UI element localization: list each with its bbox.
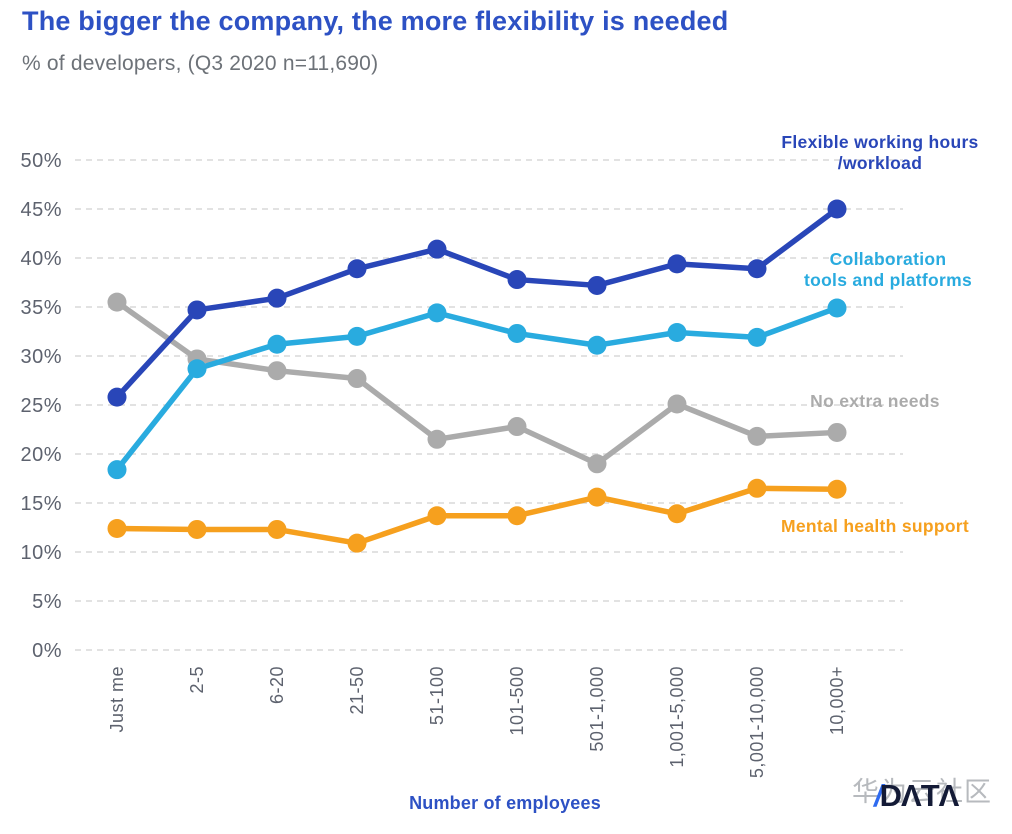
y-tick-label-10: 10% — [20, 542, 62, 564]
series-label-line: Collaboration — [829, 249, 947, 269]
data-point-flexible-working-hours-workload-51-100 — [427, 239, 447, 259]
series-label-line: /workload — [837, 153, 923, 173]
series-label-flexible-working-hours: Flexible working hours /workload — [765, 132, 995, 174]
y-tick-label-50: 50% — [20, 150, 62, 172]
x-tick-label-10-000: 10,000+ — [827, 666, 847, 735]
x-tick-label-501-1-000: 501-1,000 — [587, 666, 607, 752]
x-tick-label-1-001-5-000: 1,001-5,000 — [667, 666, 687, 768]
x-axis-title: Number of employees — [409, 793, 601, 813]
data-point-collaboration-tools-and-platforms-101-500 — [507, 323, 527, 343]
slashdata-logo: /DΛTΛ — [874, 778, 960, 814]
data-point-collaboration-tools-and-platforms-501-1-000 — [587, 335, 607, 355]
x-tick-label-5-001-10-000: 5,001-10,000 — [747, 666, 767, 778]
series-label-collaboration-tools: Collaboration tools and platforms — [773, 249, 1003, 291]
data-point-mental-health-support-6-20 — [267, 519, 287, 539]
y-tick-label-35: 35% — [20, 297, 62, 319]
data-point-collaboration-tools-and-platforms-5-001-10-000 — [747, 327, 767, 347]
data-point-collaboration-tools-and-platforms-6-20 — [267, 334, 287, 354]
data-point-collaboration-tools-and-platforms-51-100 — [427, 303, 447, 323]
series-label-mental-health-support: Mental health support — [745, 516, 1005, 537]
x-tick-label-2-5: 2-5 — [187, 666, 207, 694]
logo-wordmark: DΛTΛ — [879, 778, 960, 813]
data-point-flexible-working-hours-workload-5-001-10-000 — [747, 259, 767, 279]
data-point-no-extra-needs-1-001-5-000 — [667, 394, 687, 414]
data-point-mental-health-support-501-1-000 — [587, 487, 607, 507]
data-point-no-extra-needs-6-20 — [267, 361, 287, 381]
data-point-no-extra-needs-21-50 — [347, 369, 367, 389]
series-label-line: No extra needs — [810, 391, 940, 411]
data-point-flexible-working-hours-workload-1-001-5-000 — [667, 254, 687, 274]
data-point-no-extra-needs-5-001-10-000 — [747, 426, 767, 446]
data-point-no-extra-needs-10-000 — [827, 422, 847, 442]
data-point-flexible-working-hours-workload-2-5 — [187, 300, 207, 320]
series-line-mental-health-support — [114, 485, 840, 546]
y-tick-label-25: 25% — [20, 395, 62, 417]
y-tick-label-40: 40% — [20, 248, 62, 270]
data-point-no-extra-needs-just-me — [107, 292, 127, 312]
series-label-line: Flexible working hours — [781, 132, 979, 152]
data-point-mental-health-support-5-001-10-000 — [747, 478, 767, 498]
logo-slash-icon: / — [874, 778, 883, 813]
data-point-flexible-working-hours-workload-501-1-000 — [587, 275, 607, 295]
page-subtitle: % of developers, (Q3 2020 n=11,690) — [22, 52, 379, 75]
data-point-collaboration-tools-and-platforms-21-50 — [347, 326, 367, 346]
data-point-no-extra-needs-51-100 — [427, 429, 447, 449]
data-point-collaboration-tools-and-platforms-1-001-5-000 — [667, 322, 687, 342]
data-point-mental-health-support-2-5 — [187, 519, 207, 539]
y-tick-label-5: 5% — [32, 591, 62, 613]
data-point-flexible-working-hours-workload-101-500 — [507, 270, 527, 290]
watermark-text: 华为云社区 — [852, 777, 992, 807]
series-line-flexible-working-hours-workload — [114, 206, 840, 400]
data-point-mental-health-support-51-100 — [427, 506, 447, 526]
data-point-flexible-working-hours-workload-just-me — [107, 387, 127, 407]
y-tick-label-20: 20% — [20, 444, 62, 466]
data-point-flexible-working-hours-workload-6-20 — [267, 288, 287, 308]
data-point-no-extra-needs-101-500 — [507, 417, 527, 437]
x-tick-label-21-50: 21-50 — [347, 666, 367, 715]
data-point-mental-health-support-21-50 — [347, 533, 367, 553]
series-line-no-extra-needs — [114, 299, 840, 467]
series-line-collaboration-tools-and-platforms — [114, 305, 840, 473]
data-point-collaboration-tools-and-platforms-just-me — [107, 460, 127, 480]
page-title: The bigger the company, the more flexibi… — [22, 6, 729, 36]
data-point-mental-health-support-1-001-5-000 — [667, 504, 687, 524]
data-point-mental-health-support-just-me — [107, 518, 127, 538]
data-point-flexible-working-hours-workload-10-000 — [827, 199, 847, 219]
y-tick-label-30: 30% — [20, 346, 62, 368]
y-tick-label-0: 0% — [32, 640, 62, 662]
series-label-line: Mental health support — [780, 516, 970, 536]
y-tick-label-15: 15% — [20, 493, 62, 515]
data-point-mental-health-support-10-000 — [827, 479, 847, 499]
data-point-no-extra-needs-501-1-000 — [587, 454, 607, 474]
x-tick-label-51-100: 51-100 — [427, 666, 447, 725]
series-label-line: tools and platforms — [803, 270, 973, 290]
data-point-flexible-working-hours-workload-21-50 — [347, 259, 367, 279]
data-point-collaboration-tools-and-platforms-10-000 — [827, 298, 847, 318]
data-point-mental-health-support-101-500 — [507, 506, 527, 526]
data-point-collaboration-tools-and-platforms-2-5 — [187, 359, 207, 379]
x-tick-label-just-me: Just me — [107, 666, 127, 733]
y-tick-label-45: 45% — [20, 199, 62, 221]
x-tick-label-6-20: 6-20 — [267, 666, 287, 704]
x-tick-label-101-500: 101-500 — [507, 666, 527, 736]
series-label-no-extra-needs: No extra needs — [760, 391, 990, 412]
